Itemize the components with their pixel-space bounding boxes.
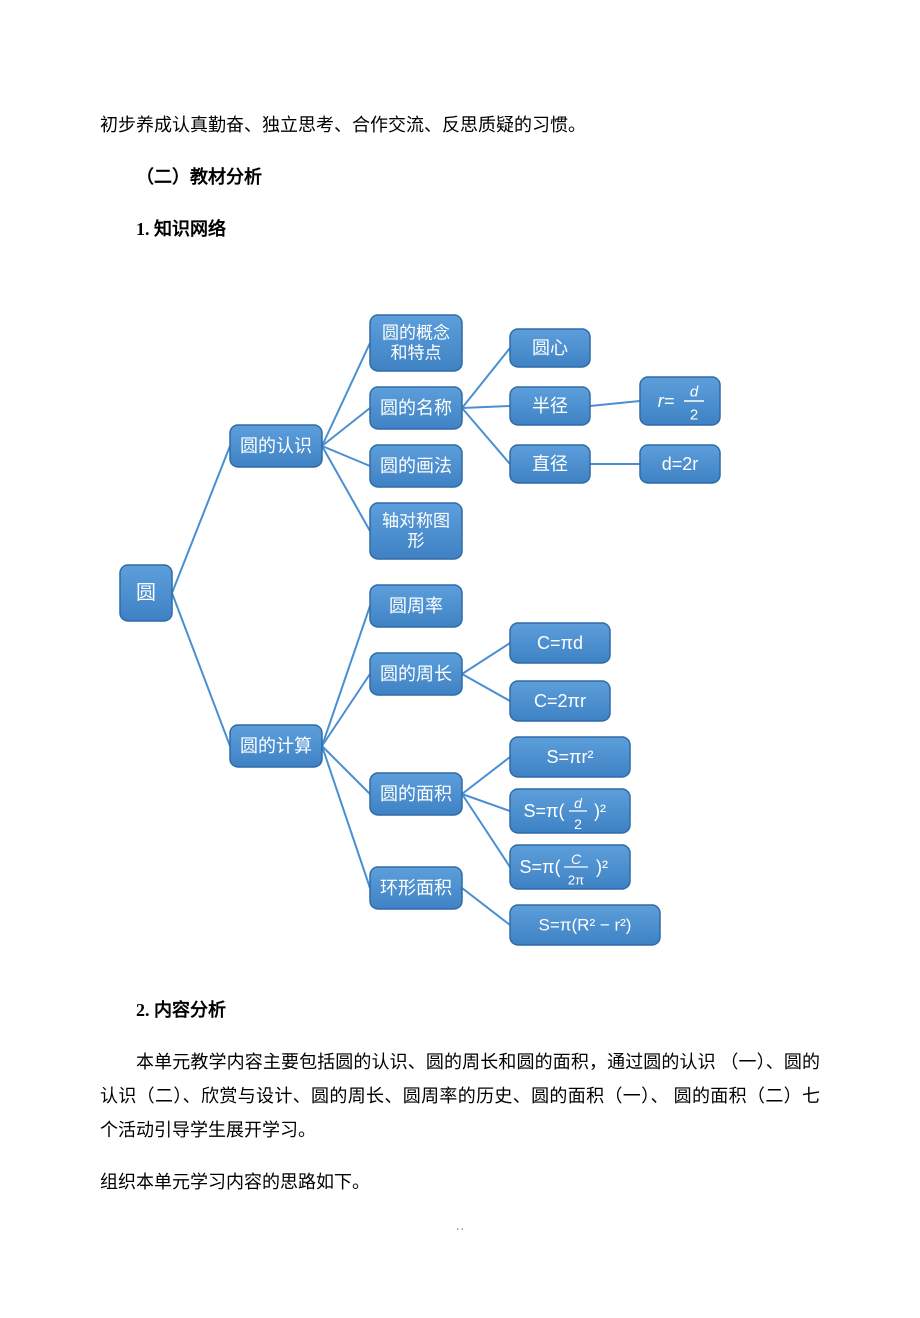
tree-node-ring: 环形面积: [370, 867, 462, 909]
svg-text:半径: 半径: [532, 396, 568, 416]
tree-node-sRing: S=π(R² − r²): [510, 905, 660, 945]
svg-text:和特点: 和特点: [391, 343, 442, 362]
svg-text:圆心: 圆心: [532, 338, 568, 358]
tree-edge: [322, 746, 370, 888]
outline-lead-paragraph: 组织本单元学习内容的思路如下。: [100, 1165, 820, 1199]
tree-node-spc2pi: S=π( C 2π )²: [510, 845, 630, 889]
tree-node-name: 圆的名称: [370, 387, 462, 429]
svg-text:圆: 圆: [136, 582, 156, 604]
tree-node-peri: 圆的周长: [370, 653, 462, 695]
svg-text:S=πr²: S=πr²: [547, 747, 594, 767]
subsection-1: 1. 知识网络: [100, 212, 820, 246]
svg-text:圆的名称: 圆的名称: [380, 398, 452, 418]
svg-text:C: C: [571, 851, 582, 867]
tree-node-area: 圆的面积: [370, 773, 462, 815]
subsection-2: 2. 内容分析: [100, 993, 820, 1027]
tree-edge: [462, 794, 510, 811]
svg-text:圆的认识: 圆的认识: [240, 436, 312, 456]
tree-edge: [462, 406, 510, 408]
tree-node-cpid: C=πd: [510, 623, 610, 663]
tree-edge: [322, 674, 370, 746]
svg-text:圆的周长: 圆的周长: [380, 664, 452, 684]
tree-node-draw: 圆的画法: [370, 445, 462, 487]
svg-text:2: 2: [574, 816, 582, 832]
tree-edge: [462, 408, 510, 464]
tree-edge: [462, 674, 510, 701]
svg-text:S=π(R² − r²): S=π(R² − r²): [539, 915, 632, 934]
svg-text:圆的画法: 圆的画法: [380, 456, 452, 476]
tree-node-diam: 直径: [510, 445, 590, 483]
tree-edge: [322, 343, 370, 446]
svg-text:圆的计算: 圆的计算: [240, 736, 312, 756]
tree-edge: [590, 401, 640, 406]
tree-node-radius: 半径: [510, 387, 590, 425]
svg-text:C=2πr: C=2πr: [534, 691, 586, 711]
svg-text:d: d: [690, 383, 699, 400]
tree-node-calc: 圆的计算: [230, 725, 322, 767]
tree-edge: [322, 408, 370, 446]
tree-edge: [322, 446, 370, 531]
tree-edge: [462, 348, 510, 408]
tree-svg: 圆 圆的认识圆的计算 圆的概念和特点圆的名称圆的画法轴对称图形 圆心半径直径 r= d 2 d…: [100, 295, 820, 955]
tree-edge: [322, 446, 370, 466]
tree-edge: [172, 593, 230, 746]
section-heading-2: （二）教材分析: [100, 160, 820, 194]
page-marker: ··: [100, 1218, 820, 1245]
tree-edge: [462, 643, 510, 674]
tree-edge: [462, 888, 510, 925]
svg-text:形: 形: [408, 531, 425, 550]
svg-text:C=πd: C=πd: [537, 633, 583, 653]
content-analysis-paragraph: 本单元教学内容主要包括圆的认识、圆的周长和圆的面积，通过圆的认识 （一）、圆的认…: [100, 1045, 820, 1148]
tree-node-c2pir: C=2πr: [510, 681, 610, 721]
svg-text:d: d: [574, 795, 583, 811]
svg-text:圆周率: 圆周率: [389, 596, 443, 616]
tree-node-axis: 轴对称图形: [370, 503, 462, 559]
document-page: 初步养成认真勤奋、独立思考、合作交流、反思质疑的习惯。 （二）教材分析 1. 知…: [0, 0, 920, 1318]
svg-text:d=2r: d=2r: [662, 454, 699, 474]
svg-text:)²: )²: [594, 801, 606, 821]
svg-text:环形面积: 环形面积: [380, 878, 452, 898]
tree-node-spr2: S=πr²: [510, 737, 630, 777]
svg-text:S=π(: S=π(: [524, 801, 565, 821]
intro-paragraph: 初步养成认真勤奋、独立思考、合作交流、反思质疑的习惯。: [100, 108, 820, 142]
tree-node-rhalf: r= d 2: [640, 377, 720, 425]
tree-node-center: 圆心: [510, 329, 590, 367]
svg-text:圆的面积: 圆的面积: [380, 784, 452, 804]
tree-edge: [172, 446, 230, 593]
svg-text:圆的概念: 圆的概念: [382, 322, 450, 342]
tree-node-spd2: S=π( d 2 )²: [510, 789, 630, 833]
svg-text:直径: 直径: [532, 454, 568, 474]
svg-text:2: 2: [690, 406, 698, 423]
tree-node-pi: 圆周率: [370, 585, 462, 627]
tree-node-concept: 圆的概念和特点: [370, 315, 462, 371]
tree-edge: [462, 757, 510, 794]
tree-node-root: 圆: [120, 565, 172, 621]
tree-edge: [462, 794, 510, 867]
svg-text:轴对称图: 轴对称图: [382, 511, 450, 530]
tree-edge: [322, 606, 370, 746]
tree-node-d2r: d=2r: [640, 445, 720, 483]
knowledge-tree-diagram: 圆 圆的认识圆的计算 圆的概念和特点圆的名称圆的画法轴对称图形 圆心半径直径 r= d 2 d…: [100, 265, 820, 975]
svg-text:)²: )²: [596, 857, 608, 877]
svg-text:2π: 2π: [568, 872, 584, 887]
svg-text:S=π(: S=π(: [520, 857, 561, 877]
tree-node-know: 圆的认识: [230, 425, 322, 467]
svg-text:r=: r=: [658, 391, 675, 411]
